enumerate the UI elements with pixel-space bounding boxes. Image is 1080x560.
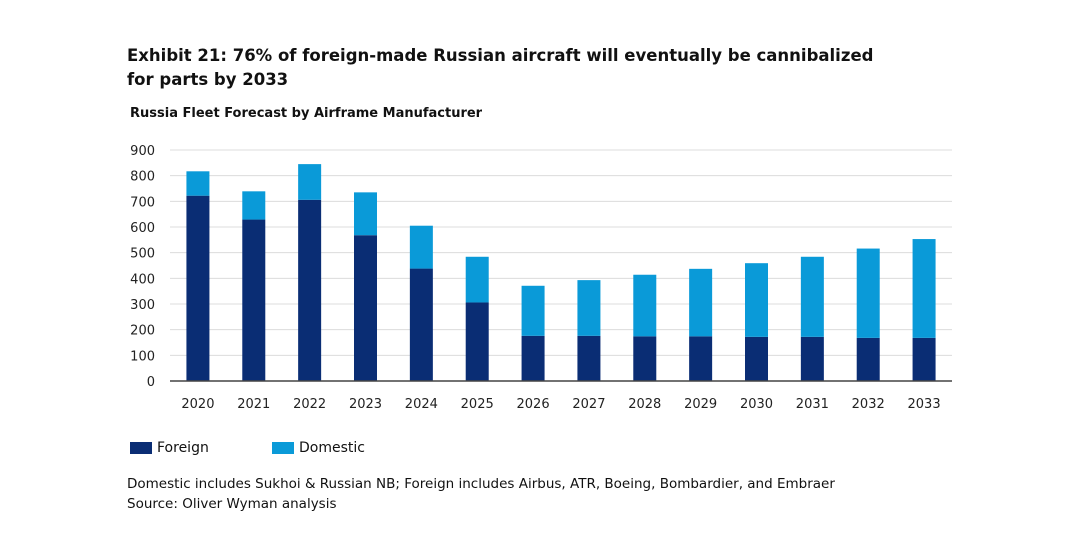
bar-foreign-2024	[409, 268, 433, 381]
x-tick-label: 2023	[349, 397, 382, 412]
chart-subtitle: Russia Fleet Forecast by Airframe Manufa…	[130, 106, 483, 121]
x-tick-label: 2028	[628, 397, 661, 412]
y-tick-label: 700	[130, 195, 155, 210]
legend-label-domestic: Domestic	[299, 440, 365, 456]
bar-foreign-2021	[242, 219, 266, 381]
bar-foreign-2031	[800, 336, 824, 381]
x-tick-label: 2024	[405, 397, 438, 412]
y-tick-label: 500	[130, 247, 155, 262]
chart-title: Exhibit 21: 76% of foreign-made Russian …	[127, 46, 874, 89]
bar-domestic-2027	[577, 280, 601, 336]
bar-domestic-2029	[689, 268, 713, 337]
x-tick-label: 2031	[796, 397, 829, 412]
bar-domestic-2028	[633, 274, 657, 337]
bar-domestic-2021	[242, 191, 266, 220]
bar-foreign-2028	[633, 336, 657, 381]
stacked-bar-chart: 0 100 200 300 400 500 600 700 800 900 2020 2021 2022…	[130, 144, 952, 412]
bar-foreign-2032	[856, 337, 880, 381]
x-tick-label: 2030	[740, 397, 773, 412]
bar-foreign-2029	[689, 336, 713, 381]
legend-item-foreign: Foreign	[130, 440, 209, 456]
bar-domestic-2033	[912, 239, 936, 338]
bar-foreign-2027	[577, 335, 601, 381]
bar-foreign-2023	[354, 235, 377, 381]
y-tick-label: 100	[130, 349, 155, 364]
source-note: Source: Oliver Wyman analysis	[127, 496, 337, 512]
x-tick-label: 2026	[517, 397, 550, 412]
x-tick-label: 2021	[237, 397, 270, 412]
x-tick-label: 2020	[181, 397, 214, 412]
legend-swatch-foreign	[130, 442, 152, 454]
bar-domestic-2026	[521, 285, 545, 336]
bar-foreign-2022	[298, 199, 322, 381]
bar-foreign-2030	[745, 336, 768, 381]
y-tick-label: 0	[147, 375, 155, 390]
bar-foreign-2020	[186, 195, 210, 381]
y-tick-label: 400	[130, 272, 155, 287]
bar-domestic-2024	[409, 225, 433, 269]
bar-domestic-2025	[465, 256, 489, 303]
x-tick-label: 2022	[293, 397, 326, 412]
y-tick-label: 300	[130, 298, 155, 313]
x-tick-label: 2029	[684, 397, 717, 412]
y-tick-label: 800	[130, 170, 155, 185]
x-tick-label: 2027	[572, 397, 605, 412]
footnote: Domestic includes Sukhoi & Russian NB; F…	[127, 476, 835, 492]
x-tick-label: 2033	[908, 397, 941, 412]
bar-foreign-2026	[521, 335, 545, 381]
y-tick-label: 200	[130, 324, 155, 339]
bar-domestic-2032	[856, 248, 880, 338]
bar-foreign-2033	[912, 337, 936, 381]
y-tick-label: 600	[130, 221, 155, 236]
y-tick-label: 900	[130, 144, 155, 159]
x-tick-label: 2032	[852, 397, 885, 412]
bar-foreign-2025	[465, 302, 489, 381]
legend-item-domestic: Domestic	[272, 440, 365, 456]
bar-domestic-2030	[745, 263, 768, 337]
bar-domestic-2022	[298, 164, 322, 200]
bar-domestic-2020	[186, 171, 210, 196]
x-tick-label: 2025	[461, 397, 494, 412]
bar-domestic-2023	[354, 192, 377, 236]
legend-label-foreign: Foreign	[157, 440, 209, 456]
bar-domestic-2031	[800, 256, 824, 337]
legend-swatch-domestic	[272, 442, 294, 454]
